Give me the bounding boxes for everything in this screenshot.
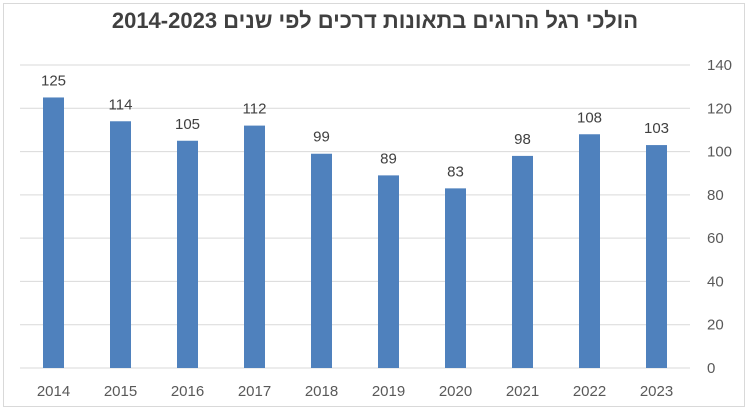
data-label: 98 <box>514 131 531 148</box>
bar <box>244 125 265 368</box>
y-tick-label: 140 <box>707 57 732 74</box>
data-label: 103 <box>644 120 669 137</box>
x-tick-label: 2021 <box>506 383 539 400</box>
x-tick-label: 2015 <box>104 383 137 400</box>
x-tick-label: 2017 <box>238 383 271 400</box>
y-tick-label: 80 <box>707 187 724 204</box>
x-tick-label: 2019 <box>372 383 405 400</box>
bar <box>646 145 667 368</box>
x-tick-label: 2018 <box>305 383 338 400</box>
y-tick-label: 40 <box>707 273 724 290</box>
x-tick-label: 2022 <box>573 383 606 400</box>
bar <box>177 140 198 368</box>
x-tick-label: 2014 <box>37 383 70 400</box>
data-label: 112 <box>243 101 267 118</box>
bar <box>579 134 600 368</box>
data-label: 114 <box>109 96 133 113</box>
bar <box>311 153 332 368</box>
bar <box>512 155 533 368</box>
y-tick-label: 20 <box>707 317 724 334</box>
data-label: 99 <box>313 129 330 146</box>
y-tick-label: 120 <box>707 100 732 117</box>
bar <box>110 121 131 369</box>
data-label: 105 <box>175 116 200 133</box>
data-label: 108 <box>577 109 602 126</box>
bar <box>43 97 64 368</box>
x-tick-label: 2023 <box>640 383 673 400</box>
x-tick-label: 2020 <box>439 383 472 400</box>
y-tick-label: 60 <box>707 230 724 247</box>
x-tick-label: 2016 <box>171 383 204 400</box>
data-label: 125 <box>41 72 66 89</box>
y-tick-label: 100 <box>707 144 732 161</box>
data-label: 89 <box>380 150 397 167</box>
chart-title: הולכי רגל הרוגים בתאונות דרכים לפי שנים … <box>111 8 639 33</box>
y-tick-label: 0 <box>707 360 715 377</box>
bar <box>445 188 466 368</box>
data-label: 83 <box>447 163 464 180</box>
bar <box>378 175 399 368</box>
